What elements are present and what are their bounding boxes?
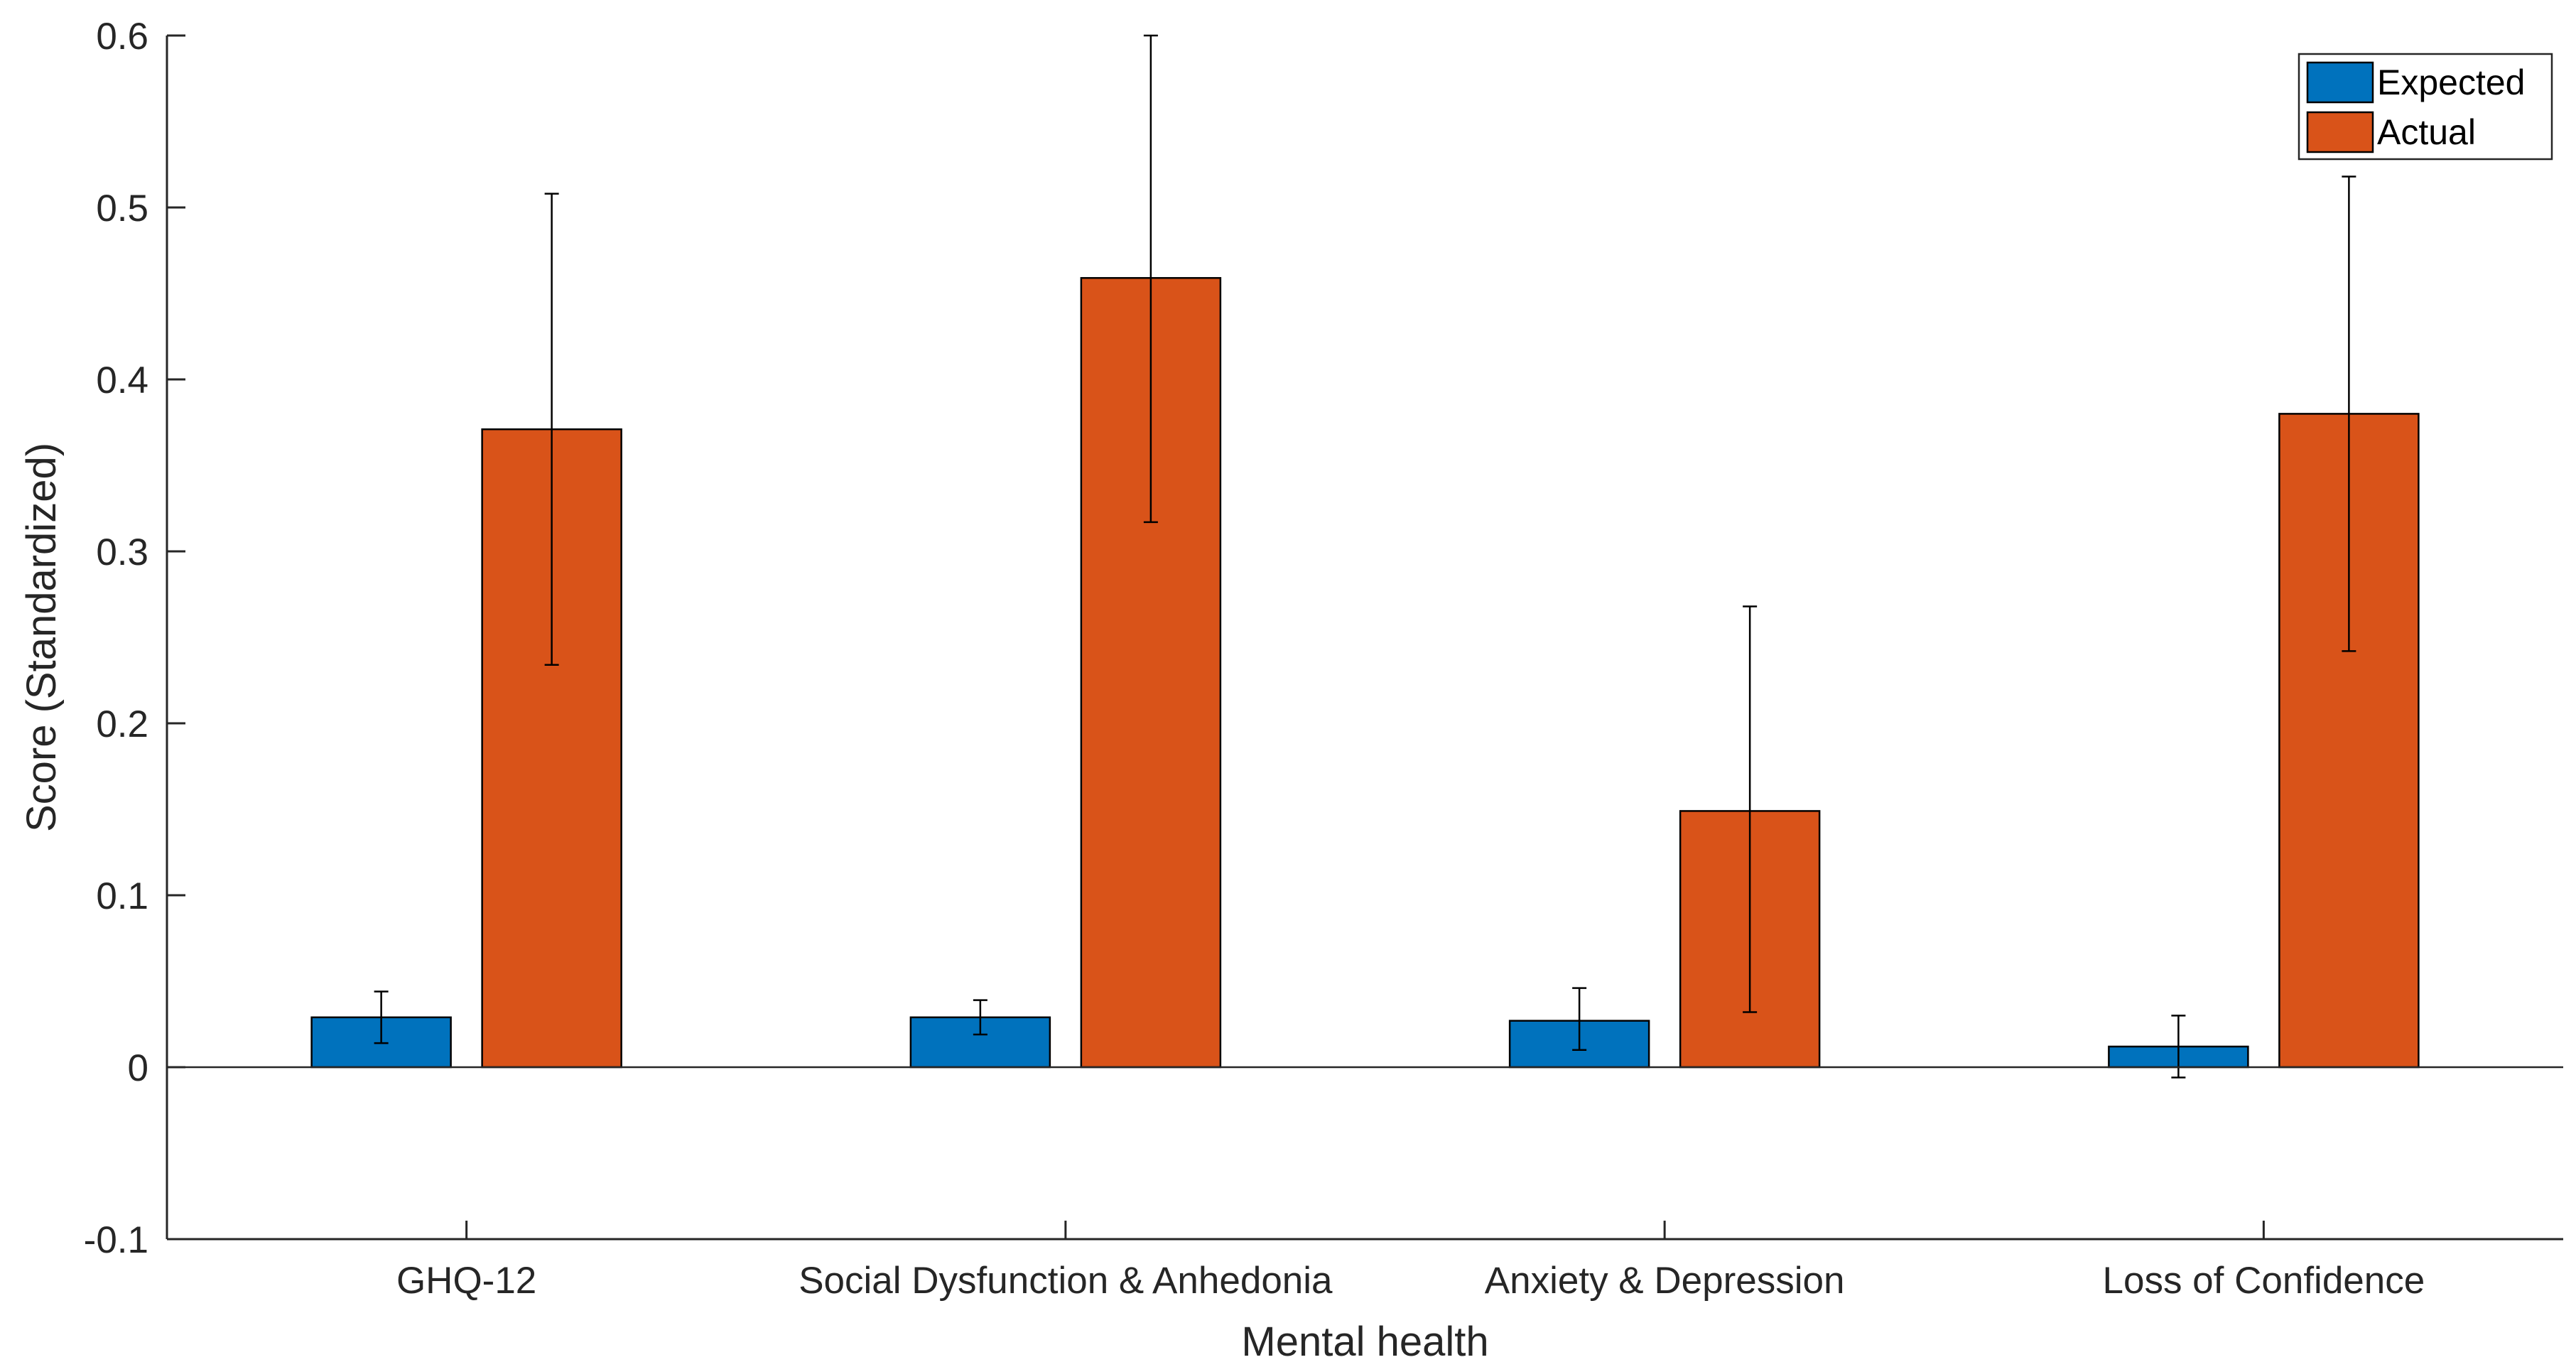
error-bar-expected-1 [973, 999, 987, 1036]
y-tick-label: 0.6 [96, 16, 148, 58]
y-axis-label: Score (Standardized) [18, 443, 65, 832]
y-ticks: -0.1 0 0.1 0.2 0.3 0.4 0.5 0.6 [84, 16, 185, 1261]
axes-layer [166, 36, 2563, 1241]
y-tick-label: 0.5 [96, 188, 148, 229]
x-axis-label: Mental health [1241, 1319, 1488, 1365]
y-tick-label: -0.1 [84, 1219, 148, 1261]
error-bar-actual-0 [544, 193, 559, 666]
y-tick-label: 0.4 [96, 360, 148, 401]
x-tick-label: GHQ-12 [396, 1260, 536, 1302]
x-tick-label: Loss of Confidence [2103, 1260, 2425, 1302]
y-tick-label: 0.2 [96, 703, 148, 745]
x-ticks: GHQ-12 Social Dysfunction & Anhedonia Anxi… [396, 1221, 2425, 1302]
y-tick-label: 0.1 [96, 875, 148, 917]
legend-label-expected: Expected [2377, 63, 2525, 102]
x-tick-label: Social Dysfunction & Anhedonia [799, 1260, 1333, 1302]
bars-layer [310, 276, 2420, 1069]
error-bar-actual-2 [1743, 605, 1758, 1013]
error-bars-layer [374, 34, 2356, 1079]
legend-swatch-actual [2306, 111, 2374, 153]
legend: Expected Actual [2298, 53, 2553, 161]
x-tick-label: Anxiety & Depression [1485, 1260, 1845, 1302]
legend-swatch-expected [2306, 61, 2374, 104]
error-bar-actual-1 [1143, 34, 1158, 524]
y-tick-label: 0 [128, 1047, 148, 1089]
error-bar-expected-2 [1572, 987, 1587, 1052]
error-bar-actual-3 [2342, 175, 2356, 652]
legend-label-actual: Actual [2377, 112, 2476, 152]
y-tick-label: 0.3 [96, 531, 148, 573]
error-bar-expected-0 [374, 990, 389, 1044]
